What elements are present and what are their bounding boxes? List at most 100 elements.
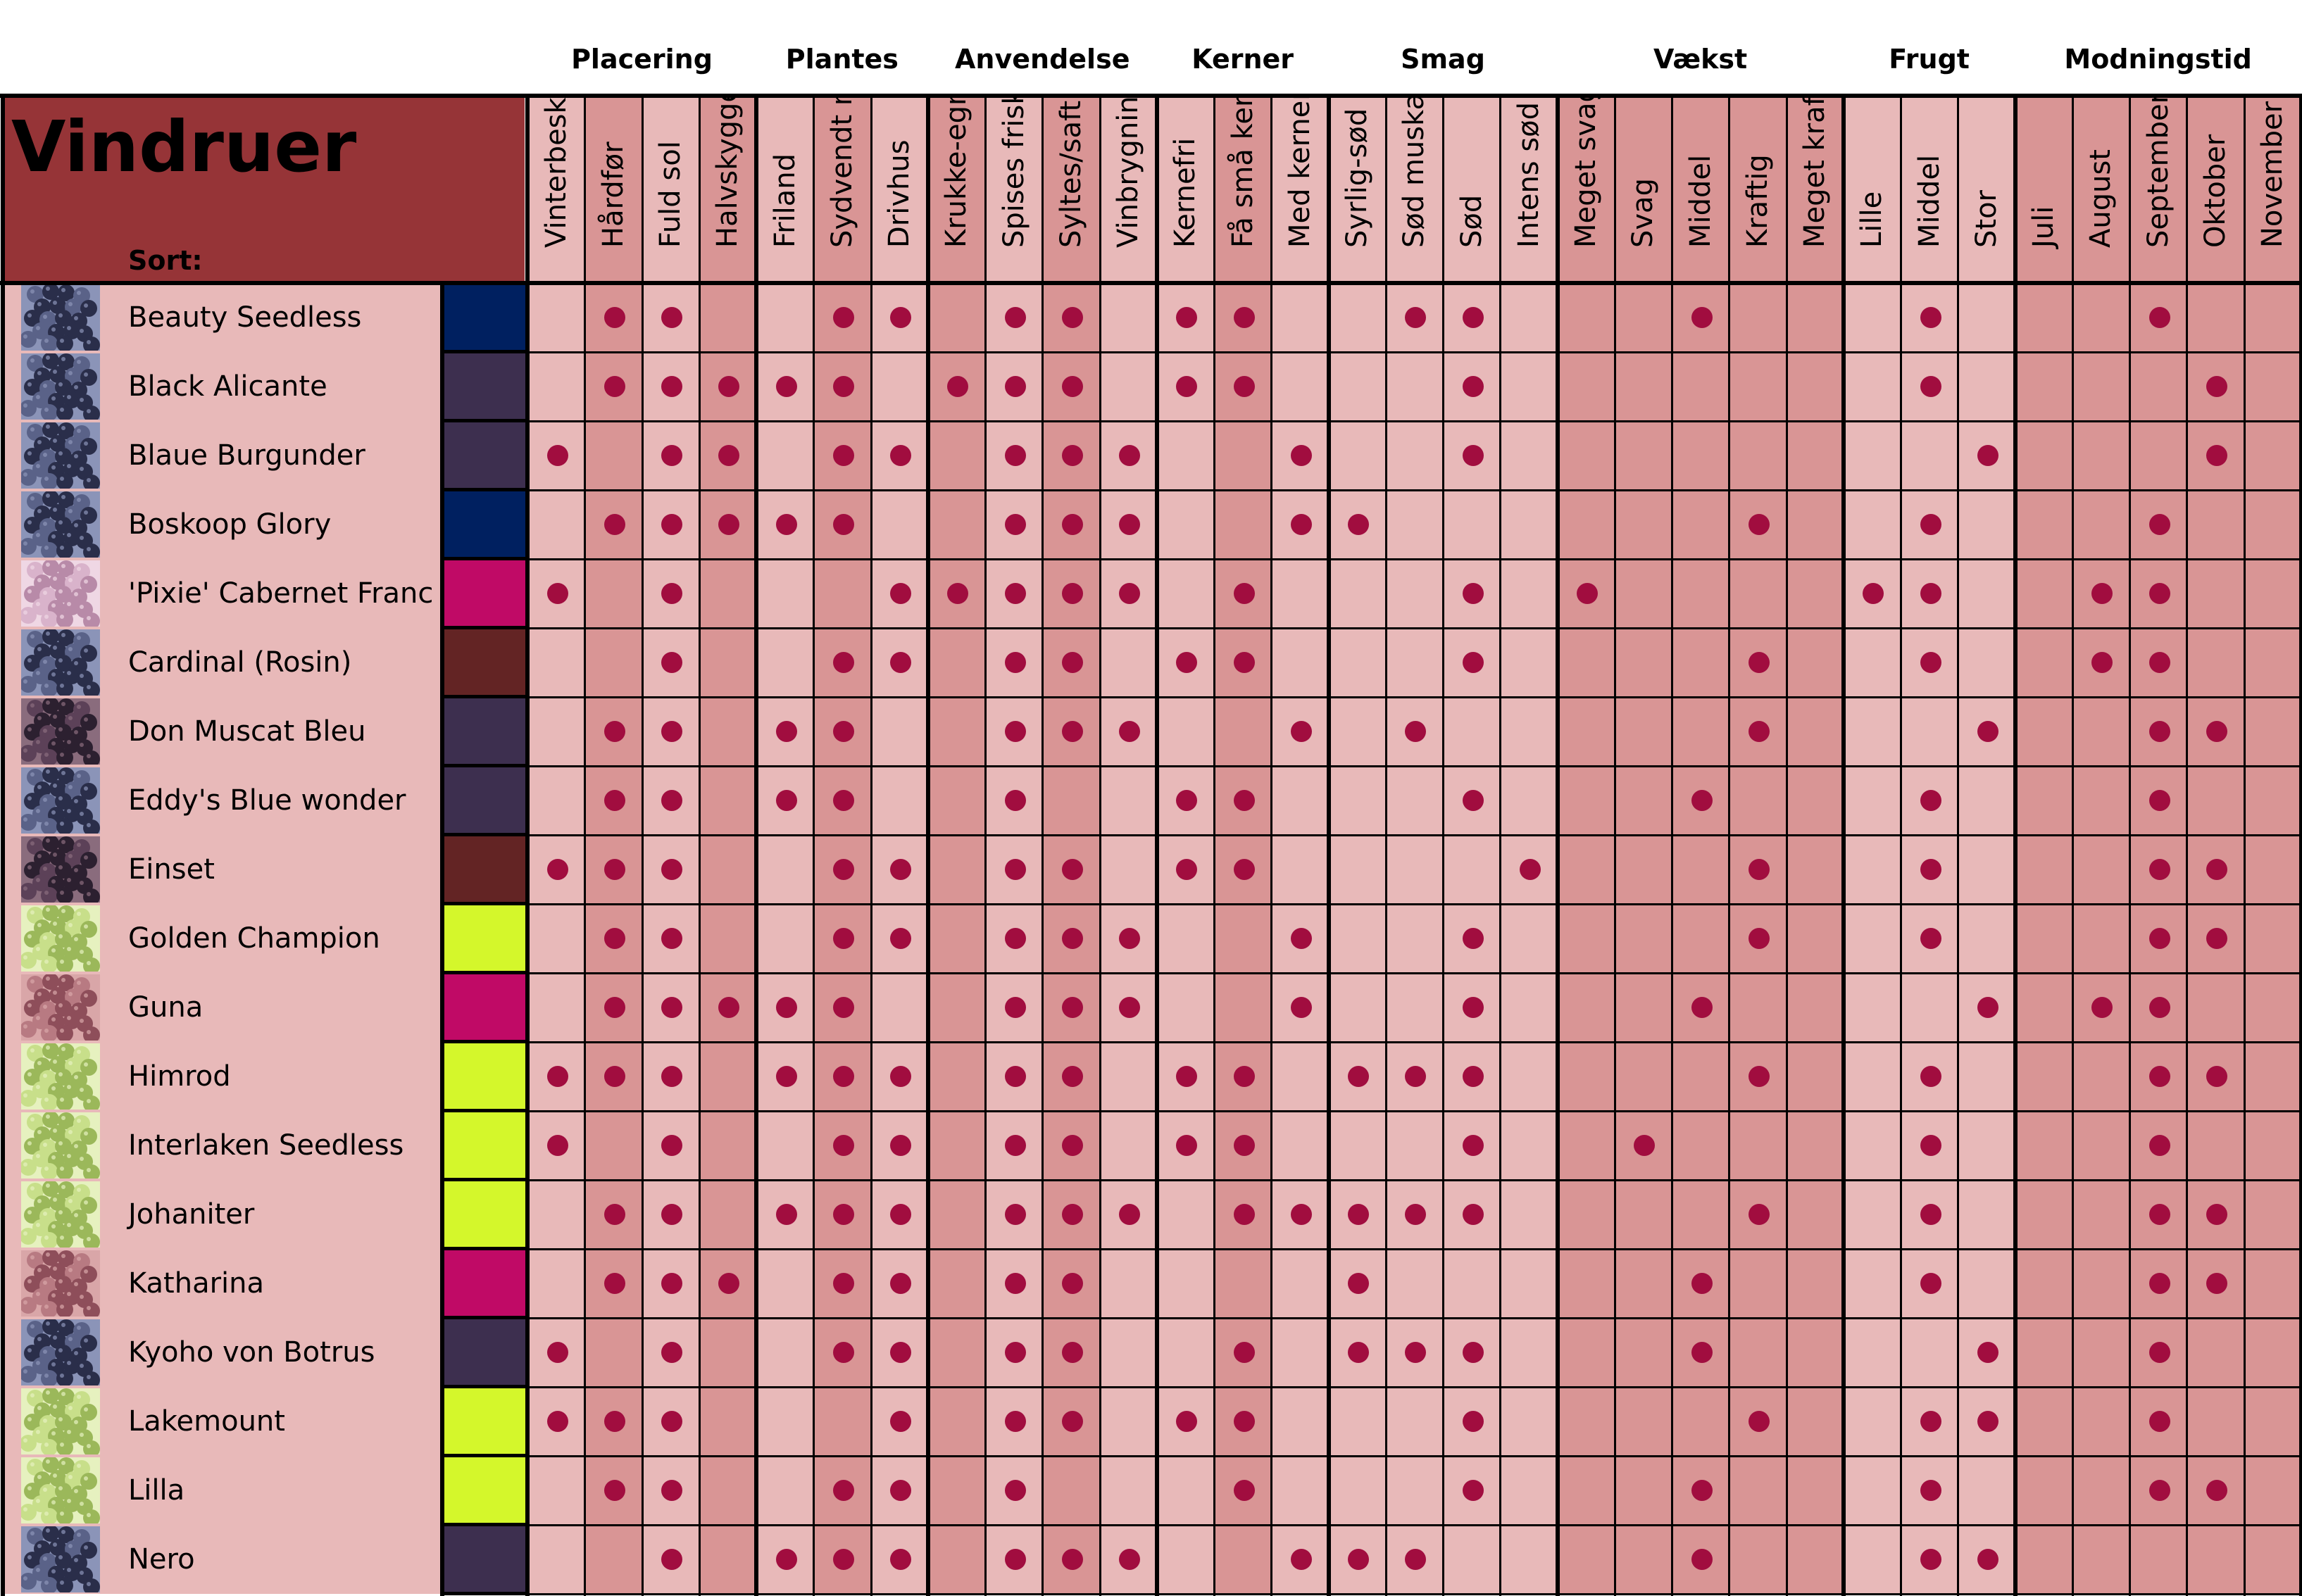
dot-marker <box>1061 1204 1083 1225</box>
table-cell <box>1328 1456 1386 1525</box>
column-header-label: Syrlig-sød <box>1341 108 1374 248</box>
table-cell <box>2072 1180 2129 1249</box>
color-swatch <box>444 352 526 421</box>
column-header-sydvendt-mur: Sydvendt mur <box>813 96 871 283</box>
dot-marker <box>661 790 683 811</box>
dot-marker <box>2206 445 2227 466</box>
dot-marker <box>1004 1066 1026 1087</box>
column-header-label: Juli <box>2027 206 2060 248</box>
table-cell <box>927 1180 985 1249</box>
dot-marker <box>775 790 797 811</box>
dot-marker <box>1691 997 1713 1018</box>
table-cell <box>2244 904 2301 973</box>
table-cell <box>1214 973 1272 1042</box>
green-grape-thumbnail <box>21 1181 100 1248</box>
dot-marker <box>2148 928 2170 949</box>
table-cell <box>870 697 928 766</box>
dot-marker <box>1004 790 1026 811</box>
table-cell <box>2015 352 2072 421</box>
table-cell <box>2187 766 2244 835</box>
color-swatch <box>444 1456 526 1525</box>
column-header-vinbrygning: Vinbrygning <box>1099 96 1157 283</box>
table-cell <box>1500 1387 1558 1456</box>
dot-marker <box>947 583 969 604</box>
table-cell <box>2244 697 2301 766</box>
table-cell <box>927 628 985 697</box>
grid-line <box>641 96 644 1596</box>
dot-marker <box>1348 1549 1370 1570</box>
table-cell <box>1500 697 1558 766</box>
table-cell <box>927 697 985 766</box>
table-cell <box>2072 1249 2129 1318</box>
table-cell <box>2015 1111 2072 1180</box>
table-cell <box>1214 1249 1272 1318</box>
dot-marker <box>1233 1135 1255 1156</box>
dot-marker <box>1061 445 1083 466</box>
table-cell <box>927 973 985 1042</box>
dot-marker <box>1748 859 1770 880</box>
table-cell <box>1614 1249 1672 1318</box>
table-cell <box>1786 1318 1844 1387</box>
dot-marker <box>603 514 625 535</box>
table-cell <box>1500 904 1558 973</box>
title-box <box>3 96 525 283</box>
table-cell <box>527 352 585 421</box>
table-cell <box>1328 766 1386 835</box>
column-header-november: November <box>2244 96 2301 283</box>
table-cell <box>1557 283 1615 352</box>
table-cell <box>1214 697 1272 766</box>
variety-name: Johaniter <box>128 1198 255 1231</box>
table-cell <box>1099 1456 1157 1525</box>
dot-marker <box>2148 1411 2170 1432</box>
table-cell <box>927 904 985 973</box>
grid-line <box>1671 96 1673 1596</box>
column-header-label: Sydvendt mur <box>825 96 858 248</box>
column-header-label: Sød muskat- <box>1398 96 1431 248</box>
table-cell <box>1385 1249 1443 1318</box>
column-header-syrlig-s-d: Syrlig-sød <box>1328 96 1386 283</box>
table-cell <box>1385 766 1443 835</box>
grid-line <box>2243 96 2246 1596</box>
table-cell <box>1672 1180 1729 1249</box>
table-cell <box>699 904 756 973</box>
table-cell <box>1672 352 1729 421</box>
table-cell <box>2072 1456 2129 1525</box>
table-cell <box>1500 1318 1558 1387</box>
dot-marker <box>1061 928 1083 949</box>
dot-marker <box>1920 1135 1941 1156</box>
table-cell <box>870 973 928 1042</box>
dot-marker <box>661 376 683 397</box>
green-grape-thumbnail <box>21 905 100 972</box>
grid-line <box>442 1248 2302 1250</box>
dot-marker <box>1233 1411 1255 1432</box>
table-cell <box>1614 490 1672 559</box>
table-cell <box>2072 904 2129 973</box>
dot-marker <box>1004 1342 1026 1363</box>
table-cell <box>1271 1249 1329 1318</box>
column-header-label: Kraftig <box>1741 154 1774 248</box>
table-cell <box>1786 559 1844 628</box>
column-header-label: September <box>2141 96 2175 248</box>
table-cell <box>1729 421 1787 490</box>
color-swatch <box>444 283 526 352</box>
grid-line <box>870 96 872 1596</box>
color-swatch <box>444 1180 526 1249</box>
table-cell <box>1156 1249 1214 1318</box>
column-header-s-d: Sød <box>1443 96 1501 283</box>
table-cell <box>2244 1180 2301 1249</box>
dot-marker <box>1061 1273 1083 1294</box>
table-cell <box>1156 490 1214 559</box>
column-header-middel: Middel <box>1901 96 1958 283</box>
column-header-label: Hårdfør <box>596 142 630 248</box>
grid-line <box>442 696 2302 698</box>
group-anvendelse: Anvendelse <box>955 44 1130 75</box>
dot-marker <box>1004 1480 1026 1501</box>
table-cell <box>1385 1387 1443 1456</box>
dot-marker <box>1233 1066 1255 1087</box>
table-cell <box>1901 973 1958 1042</box>
table-cell <box>2129 352 2187 421</box>
dot-marker <box>890 859 912 880</box>
column-header-meget-svag: Meget svag <box>1557 96 1615 283</box>
table-cell <box>1958 1180 2015 1249</box>
